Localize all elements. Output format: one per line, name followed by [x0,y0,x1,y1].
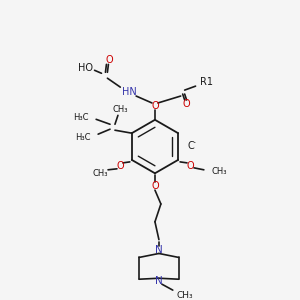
Text: R1: R1 [200,77,214,87]
Text: N: N [155,276,163,286]
Text: H₃C: H₃C [75,133,90,142]
Text: C: C [187,140,194,151]
Text: HN: HN [122,87,136,97]
Text: O: O [151,101,159,111]
Text: CH₃: CH₃ [112,105,128,114]
Text: CH₃: CH₃ [212,167,227,176]
Text: H₃C: H₃C [73,113,88,122]
Text: CH₃: CH₃ [92,169,108,178]
Text: CH₃: CH₃ [177,291,194,300]
Text: HO: HO [78,63,93,73]
Text: ·: · [193,139,196,148]
Text: O: O [106,56,113,65]
Text: N: N [155,244,163,254]
Text: O: O [151,181,159,191]
Text: O: O [116,161,124,171]
Text: O: O [183,99,190,109]
Text: O: O [186,161,194,171]
